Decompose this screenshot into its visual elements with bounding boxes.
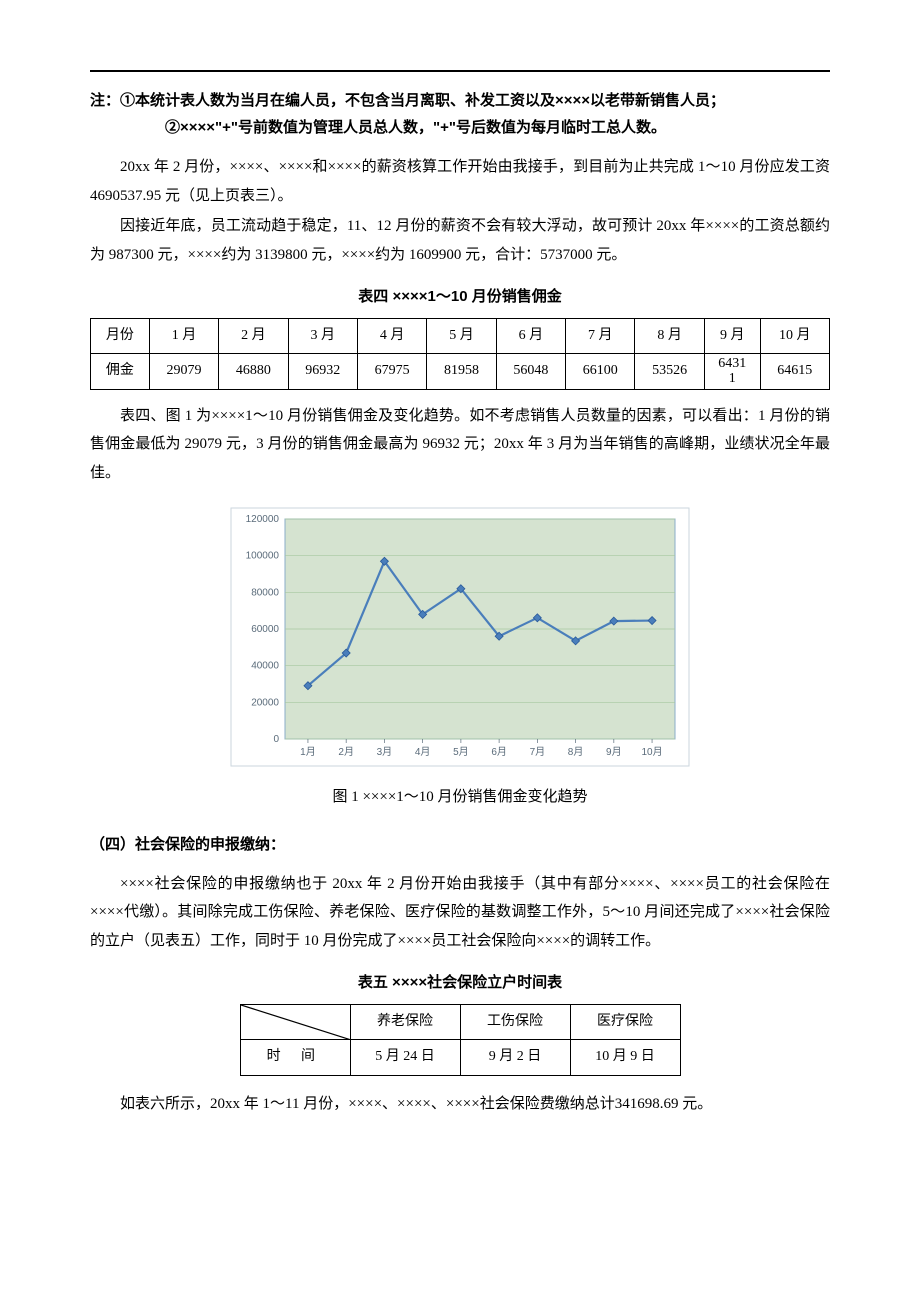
table4-col: 6 月 bbox=[496, 318, 565, 354]
table4-col: 8 月 bbox=[635, 318, 704, 354]
paragraph-3: 表四、图 1 为××××1～10 月份销售佣金及变化趋势。如不考虑销售人员数量的… bbox=[90, 402, 830, 488]
table5-h: 医疗保险 bbox=[570, 1004, 680, 1040]
table5-val: 10 月 9 日 bbox=[570, 1040, 680, 1076]
svg-text:0: 0 bbox=[273, 734, 279, 745]
table4-col: 9 月 bbox=[704, 318, 760, 354]
table4-col: 2 月 bbox=[219, 318, 288, 354]
table4-val: 81958 bbox=[427, 354, 496, 390]
table5: 养老保险 工伤保险 医疗保险 时 间 5 月 24 日 9 月 2 日 10 月… bbox=[240, 1004, 681, 1076]
svg-text:100000: 100000 bbox=[246, 551, 280, 562]
note-line2: ②××××"+"号前数值为管理人员总人数，"+"号后数值为每月临时工总人数。 bbox=[165, 119, 666, 136]
paragraph-4: ××××社会保险的申报缴纳也于 20xx 年 2 月份开始由我接手（其中有部分×… bbox=[90, 870, 830, 956]
table4-data-row: 佣金 29079 46880 96932 67975 81958 56048 6… bbox=[91, 354, 830, 390]
svg-text:8月: 8月 bbox=[568, 746, 584, 758]
commission-trend-chart: 0 20000 40000 60000 80000 100000 120000 1月 2月 3月 4… bbox=[230, 507, 690, 767]
note-line1: 注：①本统计表人数为当月在编人员，不包含当月离职、补发工资以及××××以老带新销… bbox=[90, 92, 725, 109]
table4-val: 56048 bbox=[496, 354, 565, 390]
paragraph-2: 因接近年底，员工流动趋于稳定，11、12 月份的薪资不会有较大浮动，故可预计 2… bbox=[90, 212, 830, 269]
table4-col: 5 月 bbox=[427, 318, 496, 354]
svg-text:2月: 2月 bbox=[338, 746, 354, 758]
table5-diag-cell bbox=[240, 1004, 350, 1040]
table4-val: 6431 1 bbox=[704, 354, 760, 390]
table4-val: 67975 bbox=[357, 354, 426, 390]
table5-val: 5 月 24 日 bbox=[350, 1040, 460, 1076]
table4-val: 46880 bbox=[219, 354, 288, 390]
svg-text:80000: 80000 bbox=[251, 588, 279, 599]
table4-val9-top: 6431 bbox=[718, 356, 746, 371]
table4-header-row: 月份 1 月 2 月 3 月 4 月 5 月 6 月 7 月 8 月 9 月 1… bbox=[91, 318, 830, 354]
top-rule bbox=[90, 70, 830, 72]
svg-text:6月: 6月 bbox=[491, 746, 507, 758]
table4: 月份 1 月 2 月 3 月 4 月 5 月 6 月 7 月 8 月 9 月 1… bbox=[90, 318, 830, 390]
table5-h: 养老保险 bbox=[350, 1004, 460, 1040]
table4-title: 表四 ××××1～10 月份销售佣金 bbox=[90, 283, 830, 312]
table5-header-row: 养老保险 工伤保险 医疗保险 bbox=[240, 1004, 680, 1040]
table4-row-label: 佣金 bbox=[91, 354, 150, 390]
table4-col: 3 月 bbox=[288, 318, 357, 354]
svg-text:40000: 40000 bbox=[251, 661, 279, 672]
svg-text:4月: 4月 bbox=[415, 746, 431, 758]
svg-text:3月: 3月 bbox=[377, 746, 393, 758]
table5-val: 9 月 2 日 bbox=[460, 1040, 570, 1076]
table5-data-row: 时 间 5 月 24 日 9 月 2 日 10 月 9 日 bbox=[240, 1040, 680, 1076]
note-block: 注：①本统计表人数为当月在编人员，不包含当月离职、补发工资以及××××以老带新销… bbox=[90, 87, 830, 141]
table4-header-label: 月份 bbox=[91, 318, 150, 354]
table5-h: 工伤保险 bbox=[460, 1004, 570, 1040]
section-4-head: （四）社会保险的申报缴纳： bbox=[90, 831, 830, 860]
table4-val: 66100 bbox=[566, 354, 635, 390]
table5-row-label-text: 时 间 bbox=[267, 1049, 324, 1064]
paragraph-1: 20xx 年 2 月份，××××、××××和××××的薪资核算工作开始由我接手，… bbox=[90, 153, 830, 210]
table4-val: 96932 bbox=[288, 354, 357, 390]
table5-title: 表五 ××××社会保险立户时间表 bbox=[90, 969, 830, 998]
svg-text:120000: 120000 bbox=[246, 514, 280, 525]
svg-text:9月: 9月 bbox=[606, 746, 622, 758]
table4-val: 53526 bbox=[635, 354, 704, 390]
table5-row-label: 时 间 bbox=[240, 1040, 350, 1076]
diagonal-icon bbox=[241, 1005, 350, 1040]
table4-col: 10 月 bbox=[760, 318, 829, 354]
table4-col: 1 月 bbox=[149, 318, 218, 354]
svg-text:60000: 60000 bbox=[251, 624, 279, 635]
chart-container: 0 20000 40000 60000 80000 100000 120000 1月 2月 3月 4… bbox=[90, 507, 830, 778]
svg-text:20000: 20000 bbox=[251, 698, 279, 709]
table4-val: 64615 bbox=[760, 354, 829, 390]
table4-col: 7 月 bbox=[566, 318, 635, 354]
paragraph-5: 如表六所示，20xx 年 1～11 月份，××××、××××、××××社会保险费… bbox=[90, 1090, 830, 1119]
table4-val9-bot: 1 bbox=[729, 371, 736, 386]
chart-caption: 图 1 ××××1～10 月份销售佣金变化趋势 bbox=[90, 783, 830, 812]
table4-col: 4 月 bbox=[357, 318, 426, 354]
table4-val: 29079 bbox=[149, 354, 218, 390]
svg-text:7月: 7月 bbox=[530, 746, 546, 758]
svg-text:5月: 5月 bbox=[453, 746, 469, 758]
svg-text:1月: 1月 bbox=[300, 746, 316, 758]
svg-text:10月: 10月 bbox=[641, 746, 662, 758]
